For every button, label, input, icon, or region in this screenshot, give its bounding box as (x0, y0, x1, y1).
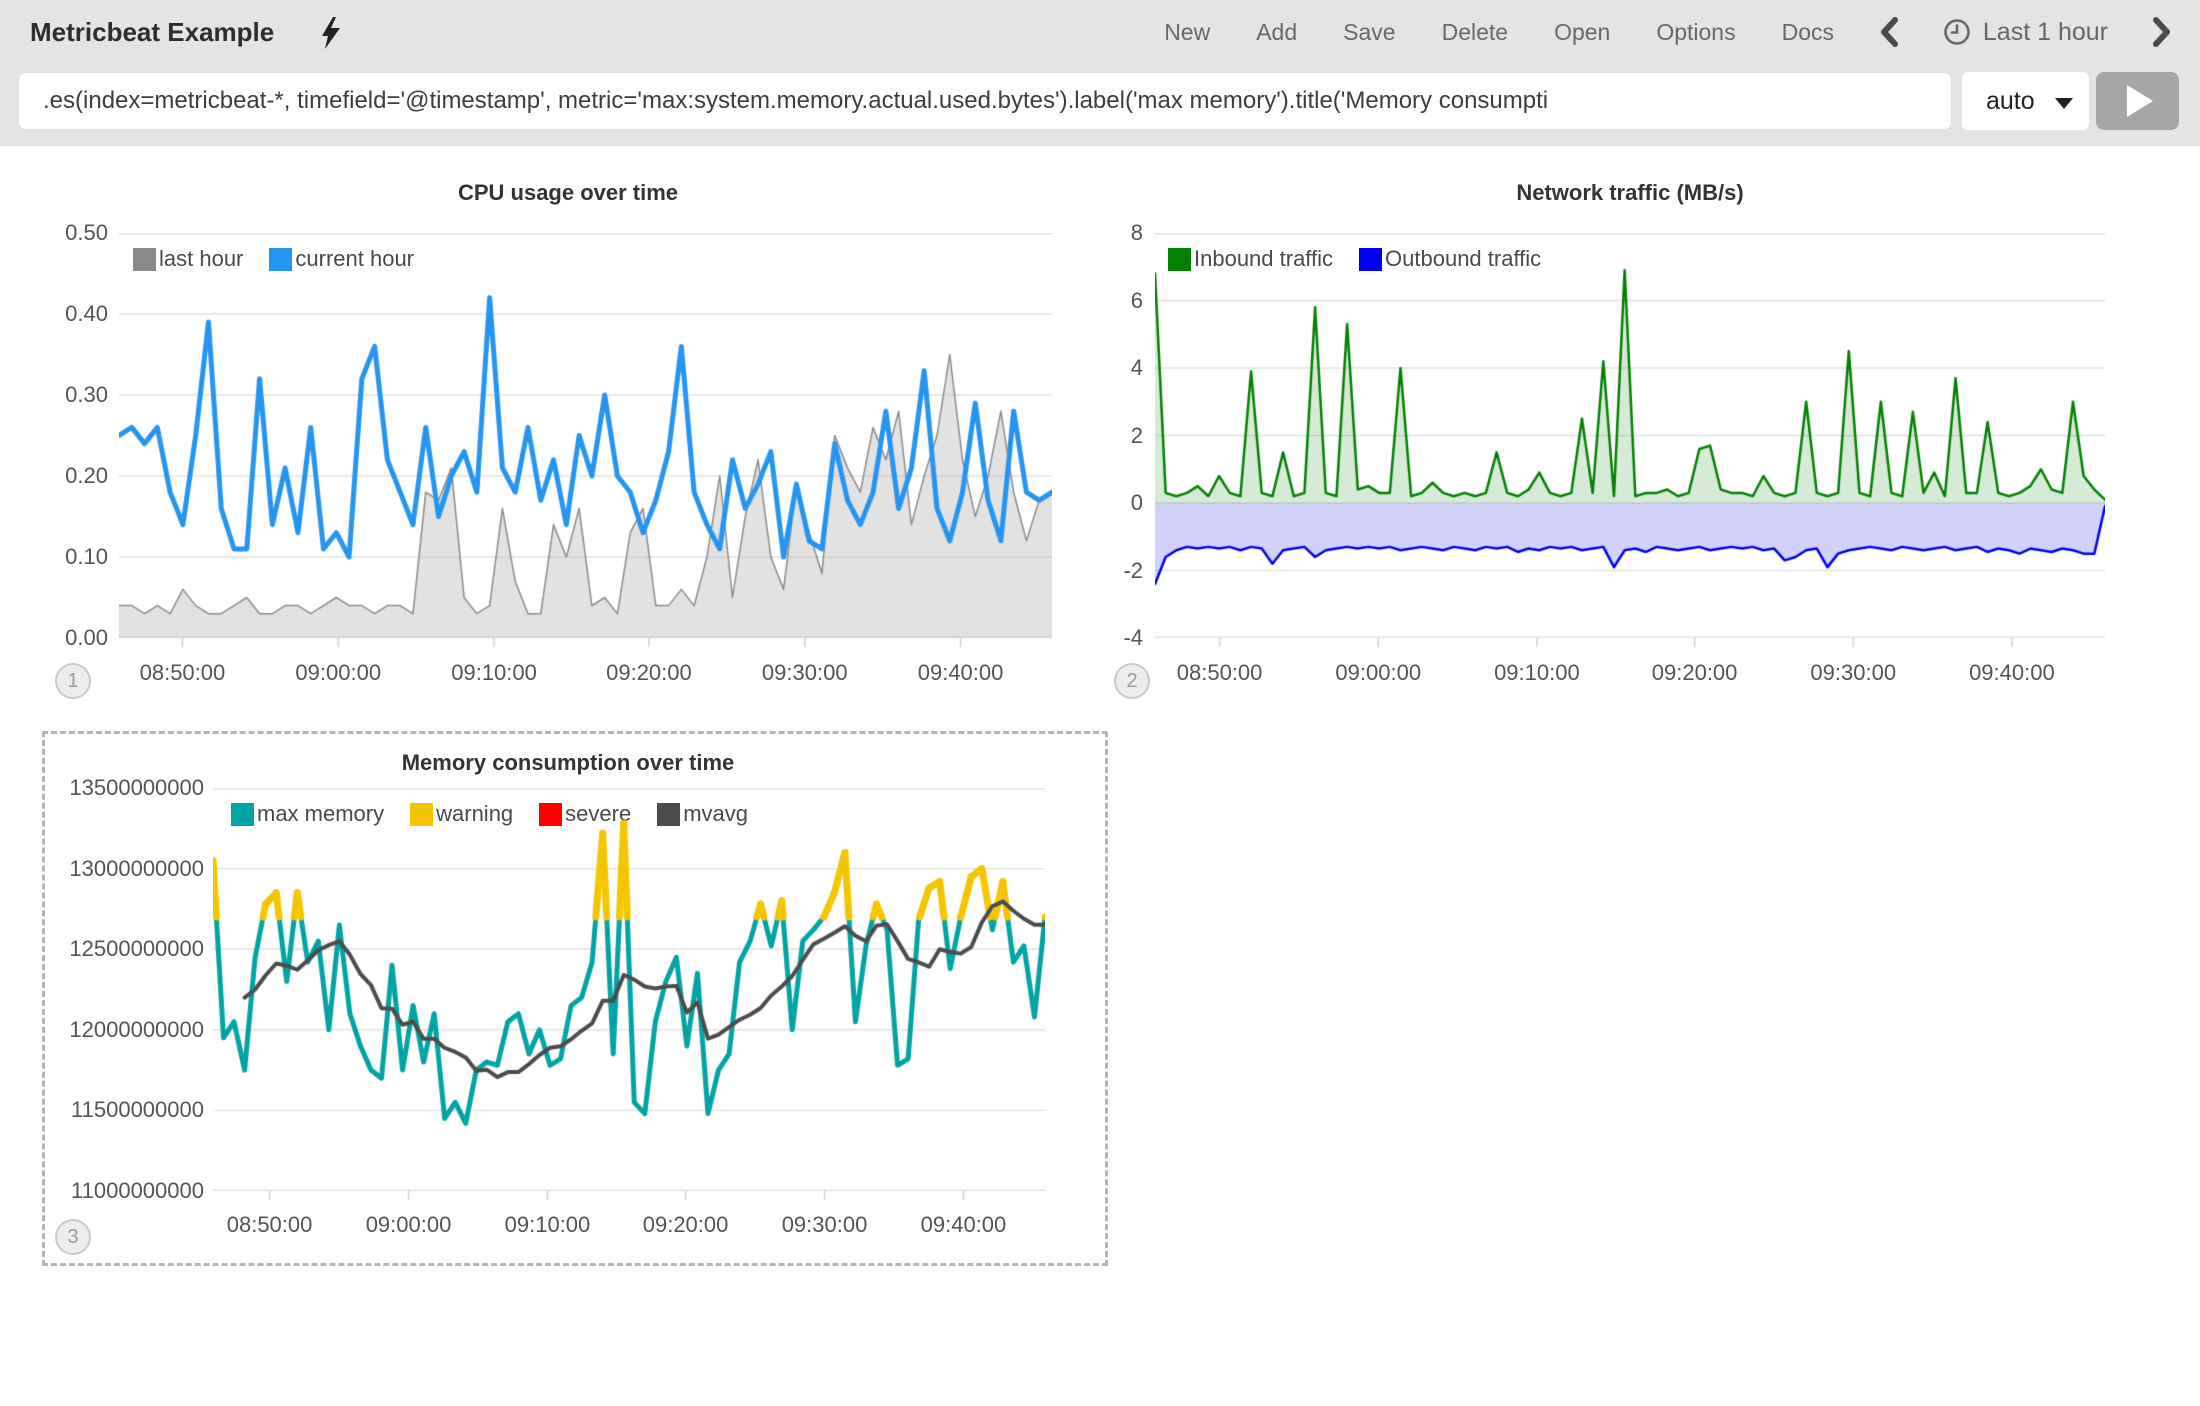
x-tick-label: 08:50:00 (226, 1212, 313, 1237)
clock-icon (1944, 19, 1970, 45)
time-controls: Last 1 hour (1879, 0, 2172, 64)
time-forward-button[interactable] (2152, 17, 2172, 47)
play-icon (2127, 85, 2153, 117)
app-title: Metricbeat Example (30, 0, 340, 64)
y-tick-label: 11500000000 (71, 1097, 204, 1123)
menu-item-add[interactable]: Add (1256, 18, 1298, 45)
x-tick-label: 09:30:00 (781, 1212, 868, 1237)
x-tick-label: 09:40:00 (920, 1212, 1007, 1237)
menu-item-docs[interactable]: Docs (1781, 18, 1834, 45)
x-tick-label: 09:20:00 (642, 1212, 729, 1237)
y-tick-label: 12500000000 (69, 936, 204, 962)
menu-item-options[interactable]: Options (1656, 18, 1736, 45)
chart-title: Memory consumption over time (401, 750, 735, 775)
y-tick-label: 0.10 (65, 544, 108, 569)
x-tick-label: 09:00:00 (365, 1212, 452, 1237)
time-range-label: Last 1 hour (1982, 17, 2108, 46)
interval-selected-value: auto (1986, 87, 2035, 115)
y-tick-label: 0.20 (65, 463, 108, 488)
lightning-icon (322, 17, 340, 49)
time-back-button[interactable] (1879, 17, 1899, 47)
x-tick-label: 09:20:00 (1651, 660, 1738, 685)
app-title-text: Metricbeat Example (30, 17, 275, 47)
x-tick-label: 09:00:00 (295, 660, 382, 685)
x-tick-label: 09:40:00 (917, 660, 1004, 685)
panel-number-badge: 2 (1114, 663, 1150, 699)
x-tick-label: 09:30:00 (761, 660, 848, 685)
panel-number-badge: 1 (55, 663, 91, 699)
y-tick-label: 13500000000 (69, 775, 204, 800)
x-tick-label: 08:50:00 (139, 660, 226, 685)
menu-item-open[interactable]: Open (1554, 18, 1611, 45)
toolbar-menu: New Add Save Delete Open Options Docs (1164, 0, 1834, 64)
y-tick-label: 13000000000 (69, 855, 204, 881)
menu-item-delete[interactable]: Delete (1441, 18, 1509, 45)
x-tick-label: 09:20:00 (606, 660, 692, 685)
x-tick-label: 09:10:00 (504, 1212, 591, 1237)
chart-canvas-1[interactable] (119, 233, 1052, 650)
y-tick-label: 0.00 (65, 625, 108, 650)
y-tick-label: 12000000000 (69, 1016, 204, 1042)
y-tick-label: -4 (1123, 625, 1143, 650)
y-tick-label: 0.30 (65, 382, 108, 407)
x-tick-label: 09:10:00 (1494, 660, 1580, 685)
y-tick-label: 0.40 (65, 301, 108, 326)
y-tick-label: -2 (1123, 557, 1143, 583)
menu-item-new[interactable]: New (1164, 18, 1211, 45)
y-tick-label: 4 (1130, 355, 1143, 380)
toolbar: Metricbeat Example New Add Save Delete Open O… (0, 0, 2200, 64)
header-block: Metricbeat Example New Add Save Delete Open O… (0, 0, 2200, 146)
y-tick-label: 11000000000 (71, 1178, 204, 1203)
y-tick-label: 6 (1130, 287, 1143, 313)
y-tick-label: 0 (1130, 490, 1143, 515)
x-tick-label: 09:00:00 (1335, 660, 1422, 685)
timelion-expression-input[interactable] (18, 72, 1952, 130)
chart-title: CPU usage over time (457, 180, 679, 205)
chart-canvas-3[interactable] (213, 788, 1045, 1203)
run-button[interactable] (2096, 72, 2179, 130)
chevron-down-icon (2055, 98, 2073, 109)
memory-panel-selection-frame[interactable] (42, 731, 1108, 1266)
interval-select[interactable]: auto (1962, 72, 2089, 130)
x-tick-label: 09:40:00 (1969, 660, 2055, 685)
y-tick-label: 2 (1130, 422, 1143, 448)
y-tick-label: 8 (1130, 220, 1143, 245)
chart-title: Network traffic (MB/s) (1516, 180, 1744, 205)
x-tick-label: 09:30:00 (1810, 660, 1897, 685)
time-picker[interactable]: Last 1 hour (1943, 18, 2108, 47)
menu-item-save[interactable]: Save (1343, 18, 1396, 45)
x-tick-label: 08:50:00 (1176, 660, 1263, 685)
chart-canvas-2[interactable] (1155, 233, 2105, 650)
panel-number-badge: 3 (55, 1219, 91, 1255)
x-tick-label: 09:10:00 (451, 660, 537, 685)
y-tick-label: 0.50 (65, 220, 108, 245)
